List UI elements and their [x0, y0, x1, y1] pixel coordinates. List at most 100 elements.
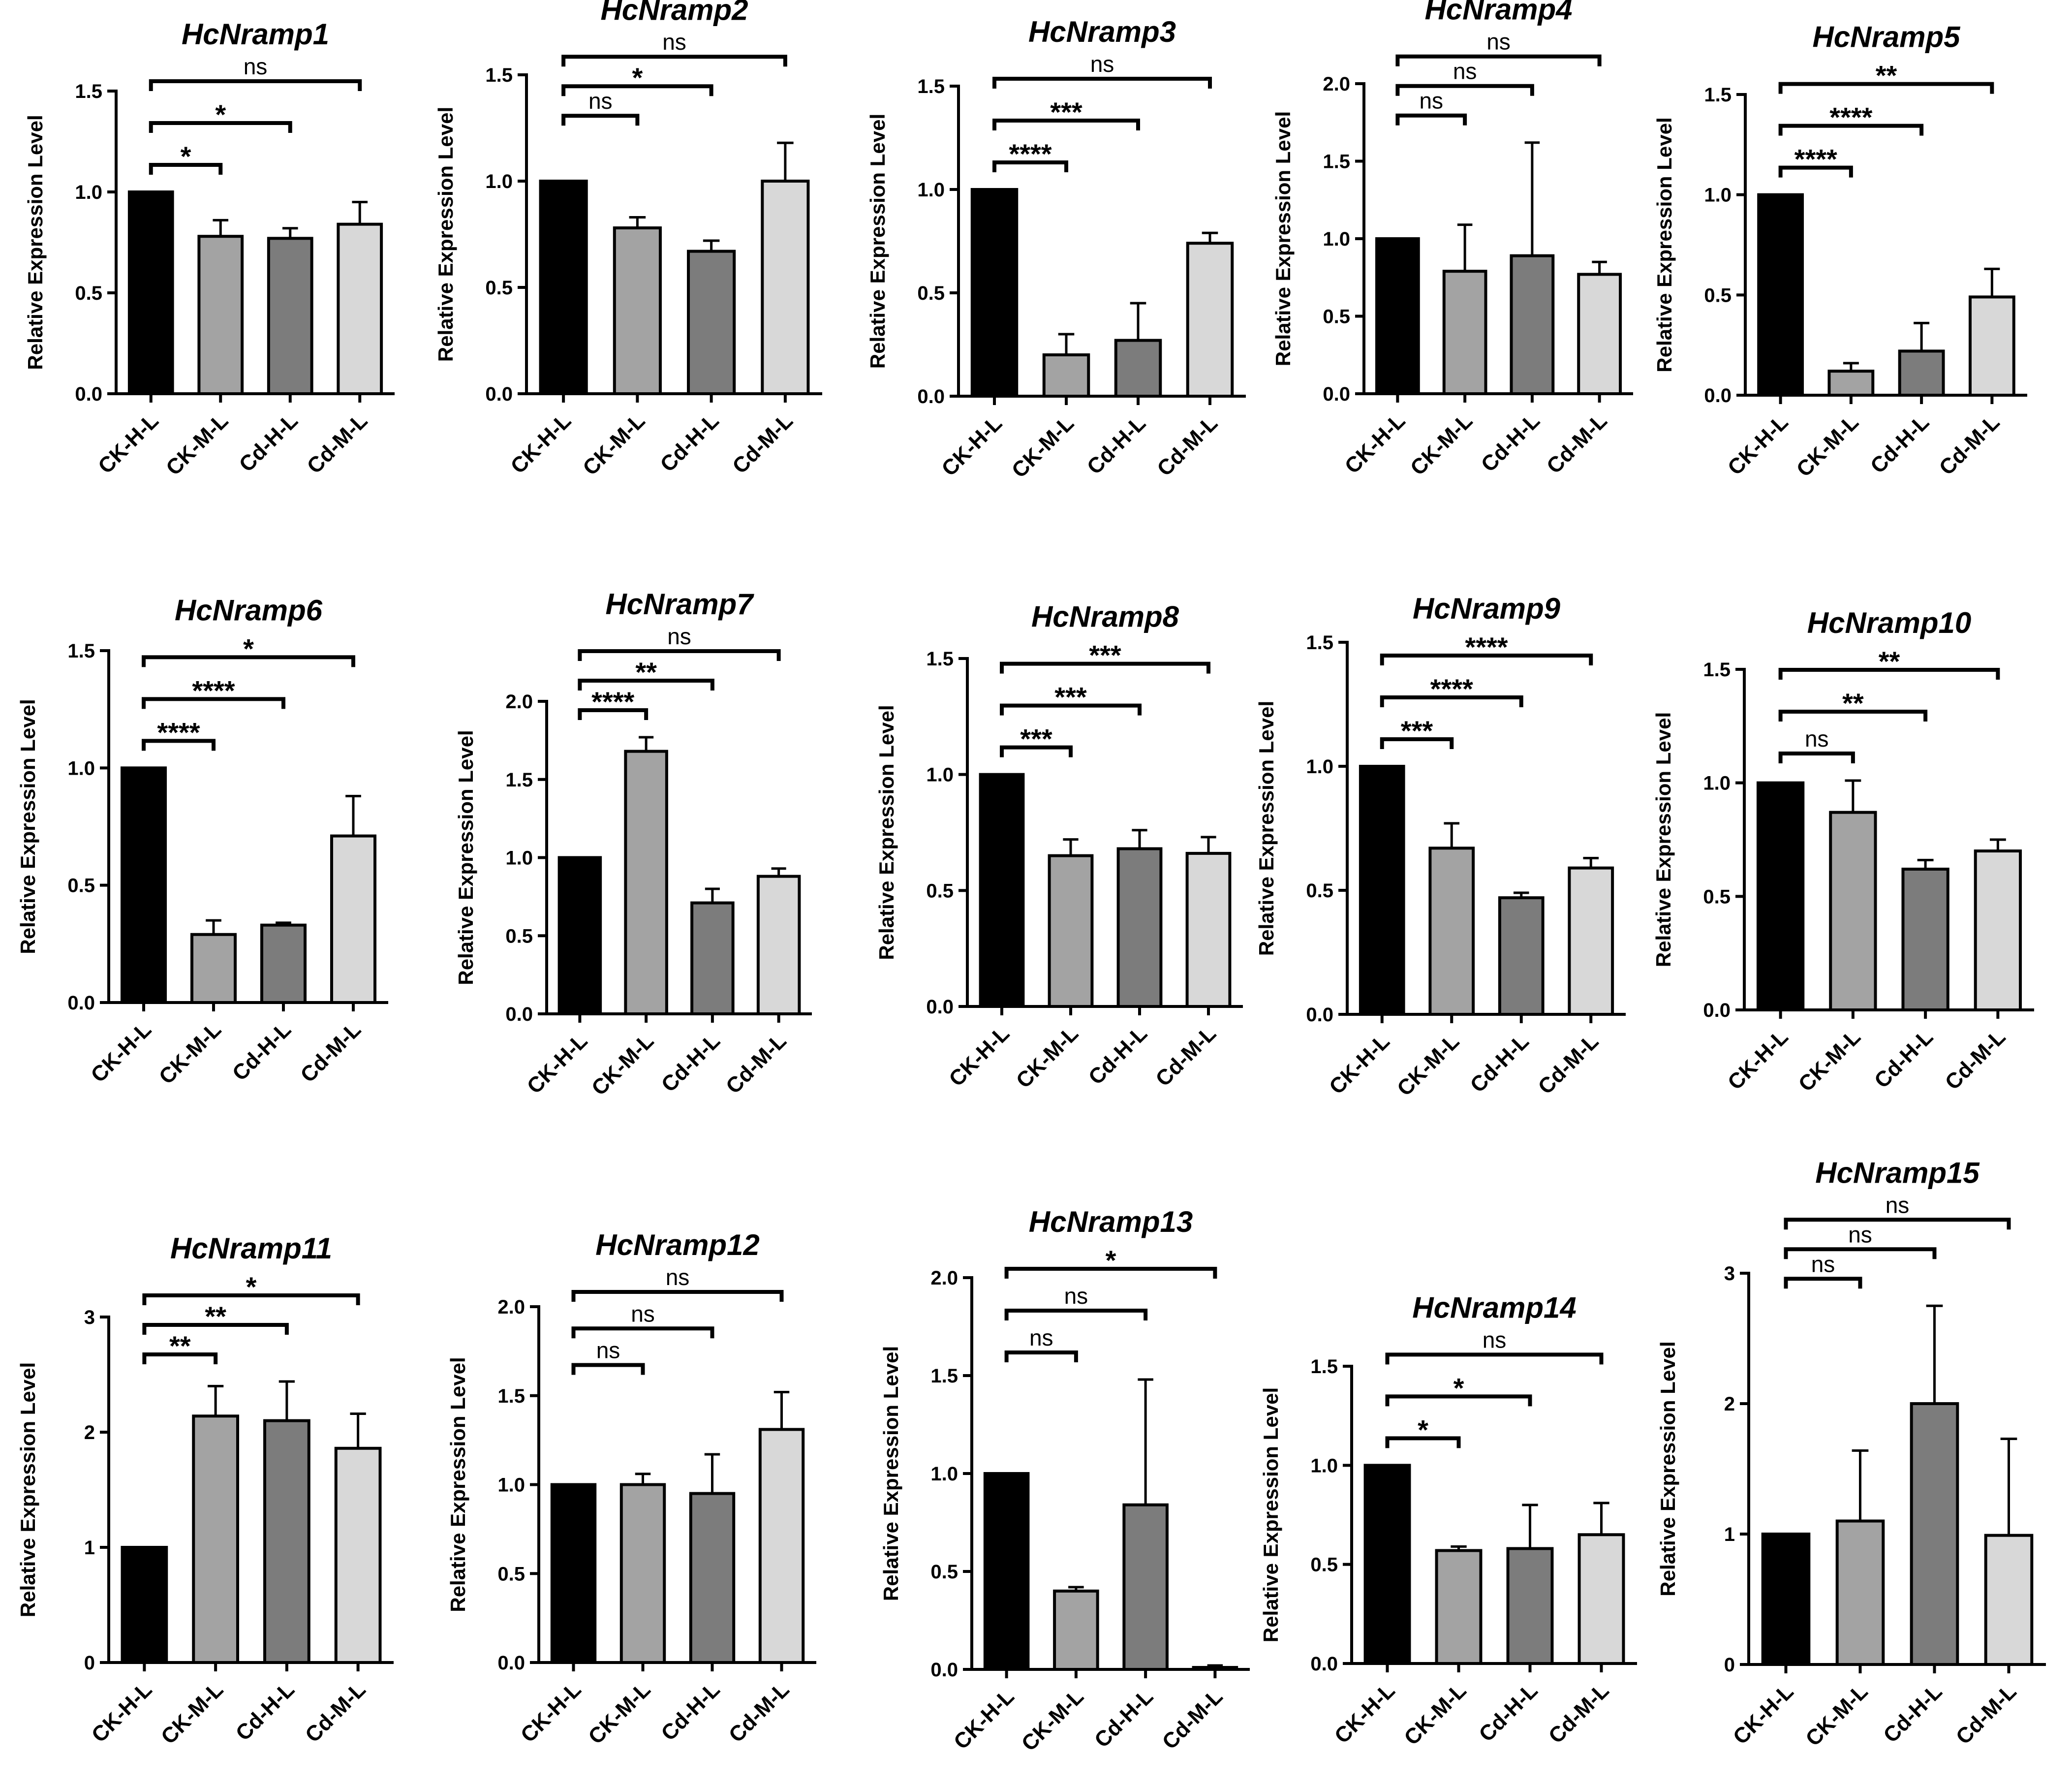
- x-tick-label: Cd-M-L: [1542, 408, 1612, 478]
- significance-bracket: [1395, 54, 1602, 66]
- chart-title: HcNramp2: [600, 0, 748, 26]
- significance-bracket: [1778, 668, 2000, 680]
- x-tick-label: Cd-M-L: [301, 1677, 371, 1747]
- y-tick-label: 1.0: [926, 764, 954, 786]
- significance-bracket: [1004, 1266, 1217, 1279]
- y-tick-label: 1.5: [1704, 84, 1732, 106]
- x-tick-label: CK-M-L: [584, 1677, 655, 1749]
- significance-label: **: [635, 657, 657, 688]
- y-tick-label: 0.0: [926, 996, 954, 1018]
- significance-label: **: [205, 1301, 226, 1332]
- y-axis-label: Relative Expression Level: [1656, 1341, 1679, 1596]
- y-tick-label: 2.0: [505, 691, 533, 713]
- significance-label: ****: [591, 686, 634, 717]
- significance-bracket: [1380, 737, 1454, 749]
- significance-label: ns: [667, 624, 691, 649]
- x-tick-label: CK-H-L: [944, 1021, 1014, 1091]
- significance-label: ns: [662, 29, 686, 55]
- chart-panel-5: 0.0 0.5 1.0 1.5 CK-H-LCK-M-L Cd-H-L Cd-M-L Rela…: [1653, 21, 2027, 482]
- y-tick-label: 1: [1724, 1524, 1735, 1545]
- y-tick-label: 1.5: [1310, 1356, 1338, 1378]
- y-axis-label: Relative Expression Level: [446, 1357, 469, 1612]
- y-tick-label: 2.0: [497, 1296, 525, 1318]
- x-tick-label: Cd-H-L: [1870, 1025, 1938, 1093]
- bar-ck-m-l: [619, 1483, 666, 1664]
- significance-bracket: [1784, 1247, 1937, 1259]
- y-tick-label: 0.5: [930, 1561, 958, 1583]
- y-tick-label: 1.5: [930, 1365, 958, 1387]
- x-tick-label: Cd-M-L: [296, 1017, 366, 1087]
- significance-label: ****: [1430, 673, 1473, 704]
- x-tick-label: CK-H-L: [1723, 410, 1793, 480]
- significance-label: ****: [192, 675, 235, 706]
- significance-bracket: [561, 84, 713, 96]
- significance-bracket: [142, 1352, 218, 1365]
- y-tick-label: 0.5: [917, 282, 945, 304]
- bar-ck-h-l: [121, 1546, 168, 1664]
- significance-label: ns: [244, 54, 268, 79]
- y-tick-label: 2.0: [930, 1267, 958, 1289]
- significance-bracket: [1395, 84, 1534, 96]
- significance-label: ns: [1453, 59, 1477, 84]
- chart-panel-14: 0.0 0.5 1.0 1.5 CK-H-L CK-M-L Cd-H-L Cd-M-L Rela…: [1259, 1291, 1637, 1750]
- bar-cd-h-l: [267, 237, 313, 395]
- significance-bracket: [992, 160, 1068, 172]
- significance-label: ****: [157, 717, 200, 748]
- chart-title: HcNramp10: [1807, 606, 1972, 639]
- y-tick-label: 1.5: [1703, 659, 1731, 681]
- significance-bracket: [571, 1290, 784, 1302]
- significance-bracket: [561, 55, 787, 67]
- bar-cd-h-l: [1114, 339, 1162, 398]
- y-tick-label: 1.0: [1323, 228, 1350, 250]
- significance-bracket: [1385, 1352, 1604, 1365]
- bar-ck-h-l: [120, 766, 167, 1004]
- chart-title: HcNramp4: [1424, 0, 1572, 26]
- significance-bracket: [571, 1326, 714, 1339]
- significance-label: *: [1106, 1245, 1116, 1276]
- bar-cd-h-l: [689, 1492, 736, 1664]
- chart-panel-7: 0.0 0.5 1.0 1.5 2.0 CK-H-LCK-M-LCd-H-LCd-M-L R…: [454, 588, 812, 1100]
- chart-title: HcNramp15: [1815, 1156, 1980, 1189]
- bar-cd-h-l: [260, 923, 307, 1004]
- x-tick-label: CK-M-L: [1392, 1029, 1464, 1100]
- chart-panel-6: 0.0 0.5 1.0 1.5 CK-H-LCK-M-L Cd-H-L Cd-M-L Rela…: [16, 594, 388, 1089]
- x-tick-label: CK-H-L: [1729, 1679, 1798, 1749]
- x-tick-label: CK-M-L: [1794, 1025, 1865, 1096]
- x-tick-label: Cd-H-L: [655, 408, 723, 476]
- x-tick-label: CK-H-L: [86, 1017, 156, 1087]
- x-tick-label: CK-H-L: [506, 408, 576, 478]
- x-tick-label: CK-M-L: [1007, 411, 1079, 482]
- significance-label: ****: [1829, 102, 1872, 133]
- bar-ck-m-l: [1428, 847, 1475, 1016]
- significance-bracket: [1380, 654, 1593, 665]
- significance-label: ***: [1401, 715, 1433, 746]
- y-tick-label: 1.0: [1306, 756, 1333, 778]
- x-tick-label: Cd-H-L: [656, 1677, 724, 1745]
- y-tick-label: 2.0: [1323, 73, 1350, 95]
- bar-cd-m-l: [1968, 295, 2015, 397]
- bar-cd-m-l: [761, 180, 810, 395]
- significance-bracket: [1778, 752, 1855, 764]
- chart-title: HcNramp7: [605, 588, 754, 621]
- significance-bracket: [1004, 1350, 1078, 1362]
- bar-cd-h-l: [1498, 896, 1545, 1016]
- x-tick-label: CK-M-L: [1017, 1684, 1088, 1756]
- y-tick-label: 1.5: [485, 64, 513, 86]
- x-tick-label: Cd-H-L: [1477, 408, 1545, 476]
- y-axis-label: Relative Expression Level: [1255, 701, 1278, 956]
- x-tick-label: Cd-M-L: [1158, 1684, 1228, 1754]
- bar-ck-h-l: [127, 190, 174, 395]
- x-tick-label: CK-M-L: [587, 1029, 658, 1100]
- significance-label: ****: [1465, 631, 1508, 662]
- x-tick-label: CK-H-L: [523, 1029, 592, 1099]
- significance-bracket: [142, 739, 216, 751]
- chart-panel-10: 0.0 0.5 1.0 1.5 CK-H-L CK-M-L Cd-H-L Cd-M-L Rela…: [1652, 606, 2034, 1097]
- y-tick-label: 0.5: [1323, 306, 1350, 328]
- significance-label: ns: [588, 88, 613, 114]
- significance-label: ns: [631, 1301, 655, 1326]
- x-tick-label: CK-M-L: [1801, 1679, 1872, 1751]
- significance-label: **: [1876, 60, 1897, 91]
- y-tick-label: 1.0: [1703, 773, 1731, 794]
- bar-ck-h-l: [1363, 1464, 1411, 1665]
- significance-bracket: [1784, 1218, 2011, 1230]
